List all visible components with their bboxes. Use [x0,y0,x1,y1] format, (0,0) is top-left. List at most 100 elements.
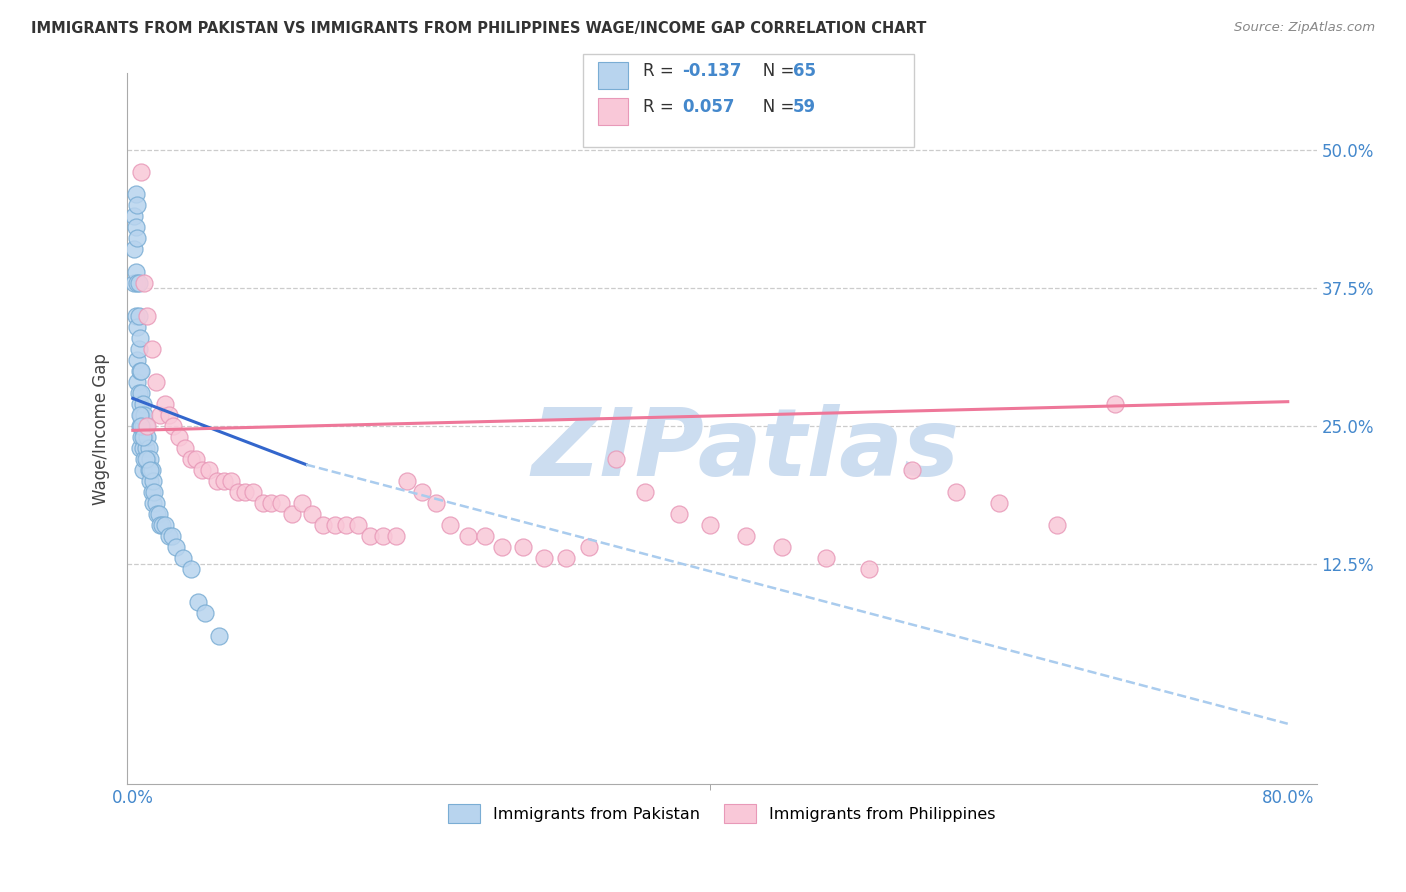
Point [141,463,163,477]
Point [160,529,183,543]
Point [129,331,152,345]
Point [131,385,153,400]
Point [252,496,274,510]
Point [512,541,534,555]
Point [157,529,180,543]
Point [132,441,155,455]
Point [205,474,228,488]
Point [122,276,145,290]
Point [131,364,153,378]
Point [128,385,150,400]
Point [145,375,167,389]
Point [371,529,394,543]
Point [301,507,323,521]
Point [143,485,166,500]
Point [124,264,146,278]
Text: R =: R = [643,62,679,80]
Text: N =: N = [747,98,799,116]
Point [148,507,170,521]
Point [142,496,165,510]
Point [772,541,794,555]
Point [347,518,370,533]
Point [132,463,155,477]
Text: Source: ZipAtlas.com: Source: ZipAtlas.com [1234,21,1375,34]
Point [291,496,314,510]
Point [226,485,249,500]
Point [153,518,176,533]
Point [129,364,152,378]
Point [474,529,496,543]
Point [439,518,461,533]
Point [131,419,153,434]
Point [212,474,235,488]
Point [191,463,214,477]
Point [127,276,149,290]
Legend: Immigrants from Pakistan, Immigrants from Philippines: Immigrants from Pakistan, Immigrants fro… [441,797,1001,830]
Text: 59: 59 [793,98,815,116]
Point [180,452,202,467]
Text: R =: R = [643,98,679,116]
Point [122,210,145,224]
Point [208,628,231,642]
Point [127,231,149,245]
Point [142,474,165,488]
Point [411,485,433,500]
Point [735,529,758,543]
Point [198,463,221,477]
Point [359,529,381,543]
Point [172,551,194,566]
Point [139,463,162,477]
Point [578,541,600,555]
Point [457,529,479,543]
Point [131,430,153,444]
Point [132,430,155,444]
Point [136,419,159,434]
Point [1104,397,1126,411]
Point [129,397,152,411]
Point [280,507,302,521]
Point [136,430,159,444]
Point [533,551,555,566]
Point [634,485,657,500]
Point [150,518,173,533]
Point [141,485,163,500]
Point [132,419,155,434]
Point [128,309,150,323]
Point [131,408,153,422]
Point [396,474,419,488]
Point [134,430,156,444]
Point [901,463,924,477]
Point [129,408,152,422]
Point [157,408,180,422]
Point [699,518,721,533]
Text: 0.057: 0.057 [682,98,734,116]
Point [127,319,149,334]
Point [127,352,149,367]
Point [134,452,156,467]
Point [146,507,169,521]
Point [134,408,156,422]
Point [124,220,146,235]
Point [187,595,209,609]
Point [141,342,163,356]
Point [242,485,264,500]
Point [136,309,159,323]
Point [149,408,172,422]
Point [219,474,242,488]
Point [165,541,187,555]
Point [124,309,146,323]
Text: N =: N = [747,62,799,80]
Point [167,430,190,444]
Point [491,541,513,555]
Point [135,441,157,455]
Point [162,419,184,434]
Point [138,463,160,477]
Y-axis label: Wage/Income Gap: Wage/Income Gap [93,352,110,505]
Point [135,452,157,467]
Point [858,562,880,576]
Point [668,507,690,521]
Point [128,276,150,290]
Point [194,607,217,621]
Point [605,452,627,467]
Point [235,485,257,500]
